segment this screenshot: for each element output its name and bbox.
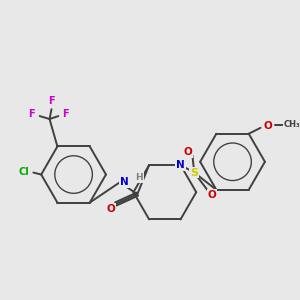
- Text: O: O: [183, 147, 192, 157]
- Text: Cl: Cl: [18, 167, 29, 177]
- Text: F: F: [48, 96, 55, 106]
- Text: N: N: [120, 177, 129, 188]
- Text: CH₃: CH₃: [284, 120, 300, 129]
- Text: N: N: [176, 160, 185, 170]
- Text: S: S: [190, 168, 198, 178]
- Text: F: F: [28, 109, 35, 119]
- Text: O: O: [208, 190, 216, 200]
- Text: O: O: [264, 121, 273, 131]
- Text: F: F: [62, 109, 69, 119]
- Text: O: O: [106, 204, 115, 214]
- Text: H: H: [136, 173, 143, 182]
